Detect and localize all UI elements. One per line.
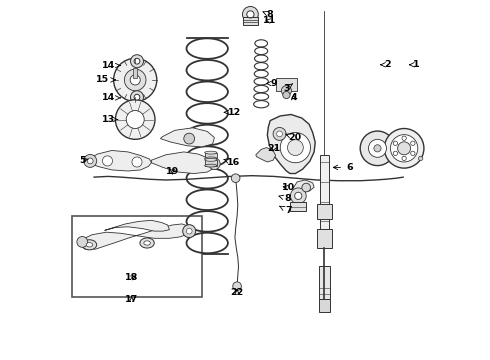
Circle shape	[231, 174, 240, 183]
Polygon shape	[268, 114, 315, 174]
Polygon shape	[160, 128, 215, 147]
Bar	[205, 160, 217, 166]
Text: 18: 18	[125, 274, 138, 282]
Text: 10: 10	[282, 184, 295, 192]
Ellipse shape	[205, 158, 217, 161]
Text: 21: 21	[267, 144, 280, 153]
Circle shape	[391, 135, 418, 162]
Circle shape	[132, 157, 142, 167]
Bar	[133, 68, 137, 78]
Text: 7: 7	[280, 206, 292, 215]
Text: 15: 15	[96, 76, 115, 85]
Circle shape	[411, 141, 415, 145]
Text: 16: 16	[224, 158, 240, 167]
Bar	[243, 17, 258, 25]
Ellipse shape	[82, 240, 97, 250]
Polygon shape	[88, 150, 151, 171]
Text: 20: 20	[285, 133, 301, 142]
Text: 3: 3	[283, 84, 293, 93]
Bar	[291, 202, 306, 211]
Text: 11: 11	[263, 16, 276, 25]
Ellipse shape	[140, 238, 154, 248]
Circle shape	[87, 158, 93, 164]
Circle shape	[130, 91, 144, 104]
Circle shape	[184, 133, 195, 144]
Circle shape	[183, 225, 196, 238]
Ellipse shape	[205, 151, 217, 154]
Circle shape	[102, 156, 113, 166]
Text: 5: 5	[79, 156, 88, 165]
Text: 22: 22	[230, 288, 244, 297]
Circle shape	[130, 55, 144, 68]
Circle shape	[402, 136, 406, 140]
Circle shape	[233, 282, 242, 291]
Circle shape	[116, 100, 155, 139]
Circle shape	[247, 11, 254, 18]
Circle shape	[411, 151, 415, 156]
Text: 4: 4	[290, 94, 297, 102]
Bar	[72, 216, 202, 297]
Circle shape	[126, 111, 144, 129]
Circle shape	[281, 86, 292, 96]
Text: 19: 19	[166, 166, 179, 175]
Text: 1: 1	[410, 60, 419, 69]
Circle shape	[368, 139, 387, 157]
Bar	[317, 229, 332, 248]
Circle shape	[280, 132, 311, 163]
Text: 13: 13	[101, 115, 118, 124]
Circle shape	[273, 127, 286, 140]
Polygon shape	[81, 224, 190, 249]
Bar	[275, 78, 297, 91]
Text: 12: 12	[224, 108, 241, 117]
Circle shape	[384, 129, 424, 168]
Circle shape	[393, 141, 397, 145]
Circle shape	[291, 188, 306, 204]
Polygon shape	[104, 220, 170, 231]
Circle shape	[288, 140, 303, 156]
Circle shape	[130, 75, 140, 85]
Bar	[205, 153, 217, 158]
Ellipse shape	[86, 243, 93, 247]
Bar	[317, 204, 332, 219]
Text: 8: 8	[263, 10, 273, 19]
Text: 9: 9	[267, 79, 277, 88]
Text: 8: 8	[279, 194, 292, 203]
Text: 14: 14	[101, 61, 121, 70]
Circle shape	[402, 156, 406, 161]
Ellipse shape	[144, 241, 150, 245]
Polygon shape	[256, 148, 275, 162]
Bar	[318, 266, 330, 299]
Circle shape	[114, 58, 157, 102]
Text: 2: 2	[381, 60, 391, 69]
Circle shape	[294, 192, 302, 199]
Circle shape	[374, 145, 381, 152]
Circle shape	[243, 6, 258, 22]
Circle shape	[360, 131, 395, 166]
Polygon shape	[151, 152, 216, 174]
Circle shape	[277, 131, 282, 137]
Circle shape	[124, 69, 146, 91]
Circle shape	[398, 142, 411, 155]
Polygon shape	[293, 180, 314, 193]
Ellipse shape	[205, 164, 217, 167]
Circle shape	[302, 183, 311, 192]
Circle shape	[418, 156, 423, 161]
Circle shape	[77, 237, 88, 247]
Circle shape	[84, 154, 97, 167]
Bar	[318, 299, 330, 312]
Circle shape	[186, 228, 192, 234]
Circle shape	[134, 94, 140, 100]
Bar	[319, 155, 329, 229]
Circle shape	[209, 158, 220, 170]
Circle shape	[134, 58, 140, 64]
Circle shape	[283, 91, 290, 99]
Ellipse shape	[205, 157, 217, 160]
Circle shape	[393, 151, 397, 156]
Text: 6: 6	[333, 163, 353, 172]
Text: 14: 14	[101, 94, 121, 102]
Text: 17: 17	[125, 295, 138, 304]
